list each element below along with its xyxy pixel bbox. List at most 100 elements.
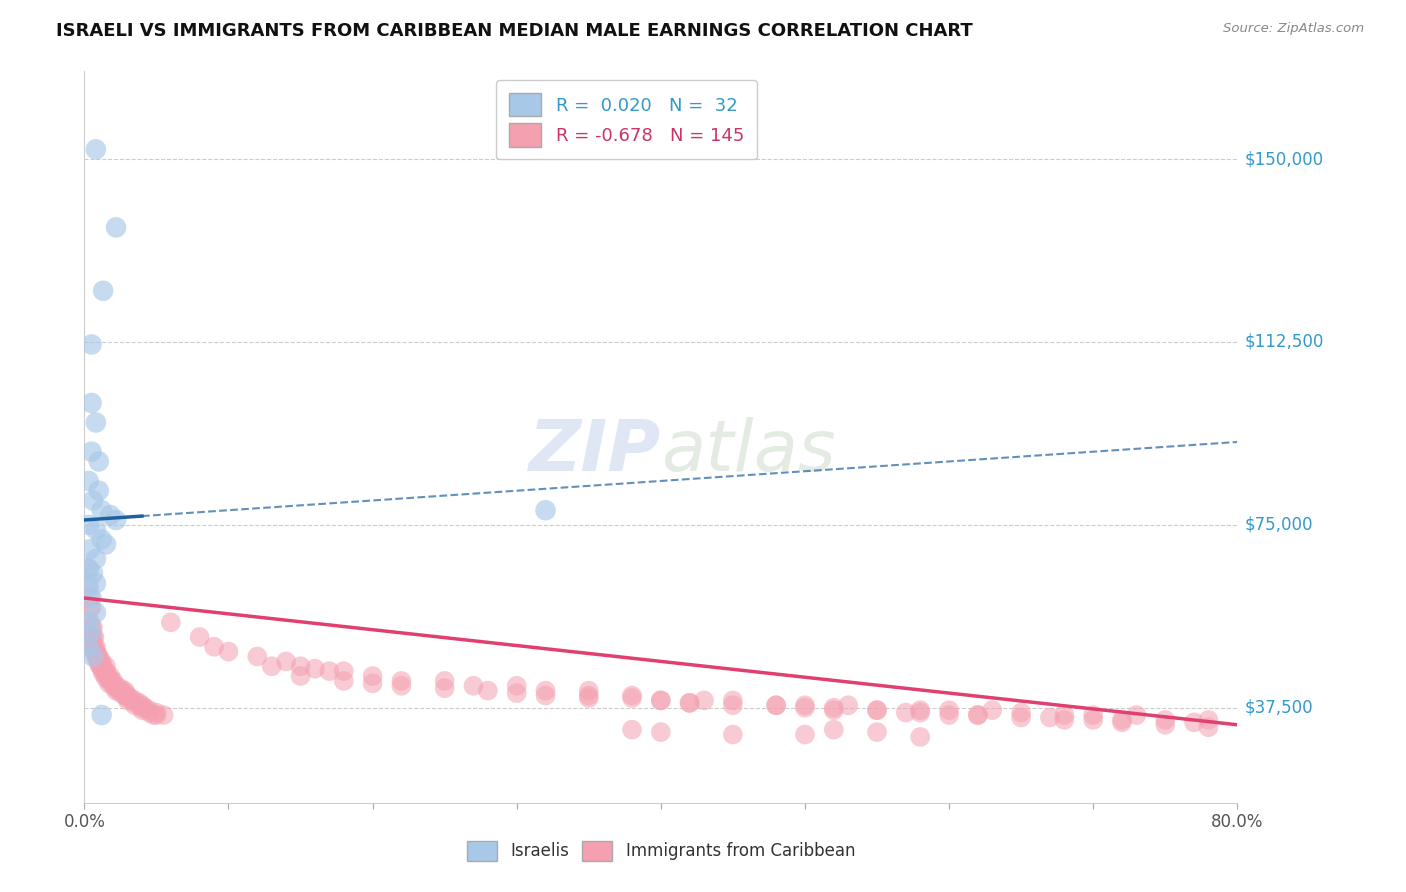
Point — [1083, 708, 1105, 723]
Point — [79, 542, 101, 557]
Point — [96, 669, 118, 683]
Point — [105, 679, 128, 693]
Point — [90, 654, 112, 668]
Point — [721, 727, 744, 741]
Point — [97, 676, 120, 690]
Point — [80, 444, 103, 458]
Point — [105, 220, 128, 235]
Point — [117, 693, 139, 707]
Point — [938, 703, 960, 717]
Point — [578, 683, 600, 698]
Text: $112,500: $112,500 — [1244, 333, 1324, 351]
Point — [304, 662, 326, 676]
Point — [114, 683, 136, 698]
Point — [1198, 720, 1220, 734]
Point — [103, 679, 124, 693]
Point — [765, 698, 787, 713]
Point — [79, 600, 101, 615]
Point — [765, 698, 787, 713]
Point — [1125, 708, 1147, 723]
Point — [134, 700, 156, 714]
Point — [152, 708, 174, 723]
Point — [90, 662, 112, 676]
Point — [1053, 708, 1076, 723]
Point — [110, 686, 132, 700]
Point — [77, 615, 100, 630]
Point — [79, 591, 101, 605]
Point — [621, 723, 644, 737]
Point — [86, 649, 108, 664]
Point — [188, 630, 211, 644]
Point — [894, 706, 917, 720]
Point — [87, 657, 110, 671]
Point — [290, 659, 312, 673]
Point — [120, 690, 142, 705]
Point — [84, 576, 107, 591]
Point — [94, 666, 117, 681]
Point — [82, 630, 104, 644]
Point — [110, 681, 132, 696]
Point — [823, 703, 845, 717]
Point — [117, 689, 139, 703]
Point — [721, 693, 744, 707]
Point — [91, 284, 114, 298]
Point — [91, 666, 114, 681]
Point — [823, 723, 845, 737]
Point — [866, 703, 889, 717]
Point — [80, 630, 103, 644]
Point — [114, 686, 136, 700]
Point — [1053, 713, 1076, 727]
Point — [86, 647, 108, 661]
Point — [124, 696, 146, 710]
Point — [1182, 715, 1205, 730]
Point — [84, 640, 107, 654]
Point — [621, 689, 644, 703]
Point — [145, 706, 167, 720]
Point — [117, 690, 139, 705]
Point — [578, 690, 600, 705]
Point — [124, 698, 146, 713]
Point — [333, 673, 356, 688]
Point — [94, 664, 117, 678]
Point — [84, 552, 107, 566]
Point — [910, 706, 932, 720]
Point — [105, 683, 128, 698]
Point — [94, 537, 117, 551]
Point — [98, 669, 121, 683]
Point — [82, 620, 104, 634]
Text: Source: ZipAtlas.com: Source: ZipAtlas.com — [1223, 22, 1364, 36]
Legend: Israelis, Immigrants from Caribbean: Israelis, Immigrants from Caribbean — [460, 834, 862, 868]
Point — [910, 730, 932, 744]
Point — [131, 703, 153, 717]
Text: ISRAELI VS IMMIGRANTS FROM CARIBBEAN MEDIAN MALE EARNINGS CORRELATION CHART: ISRAELI VS IMMIGRANTS FROM CARIBBEAN MED… — [56, 22, 973, 40]
Point — [866, 725, 889, 739]
Point — [131, 700, 153, 714]
Point — [110, 683, 132, 698]
Point — [477, 683, 499, 698]
Point — [506, 686, 529, 700]
Point — [794, 727, 817, 741]
Point — [103, 673, 124, 688]
Point — [837, 698, 859, 713]
Point — [91, 659, 114, 673]
Point — [679, 696, 702, 710]
Point — [77, 517, 100, 532]
Point — [89, 654, 111, 668]
Point — [1154, 713, 1177, 727]
Point — [82, 566, 104, 581]
Text: $150,000: $150,000 — [1244, 150, 1323, 168]
Point — [103, 676, 124, 690]
Point — [77, 474, 100, 488]
Point — [89, 659, 111, 673]
Point — [131, 698, 153, 713]
Point — [82, 493, 104, 508]
Point — [650, 693, 672, 707]
Point — [77, 576, 100, 591]
Point — [84, 649, 107, 664]
Point — [98, 673, 121, 688]
Point — [90, 659, 112, 673]
Point — [82, 640, 104, 654]
Point — [433, 681, 456, 696]
Point — [693, 693, 716, 707]
Point — [534, 683, 557, 698]
